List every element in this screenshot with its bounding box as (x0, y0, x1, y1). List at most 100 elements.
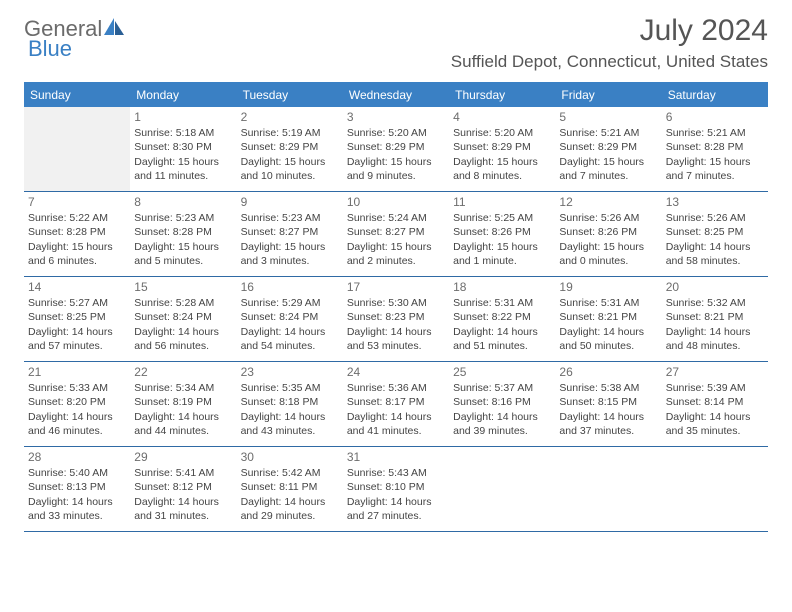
day-detail-line: Sunset: 8:26 PM (559, 225, 657, 239)
day-number: 16 (241, 279, 339, 295)
day-cell: 20Sunrise: 5:32 AMSunset: 8:21 PMDayligh… (662, 277, 768, 361)
day-detail-line: Daylight: 14 hours (559, 410, 657, 424)
day-cell: 6Sunrise: 5:21 AMSunset: 8:28 PMDaylight… (662, 107, 768, 191)
day-detail-line: Sunrise: 5:24 AM (347, 211, 445, 225)
day-number: 30 (241, 449, 339, 465)
day-detail-line: Daylight: 14 hours (347, 410, 445, 424)
day-detail-line: Sunset: 8:22 PM (453, 310, 551, 324)
day-detail-line: and 10 minutes. (241, 169, 339, 183)
day-detail-line: Sunrise: 5:30 AM (347, 296, 445, 310)
day-detail-line: Sunset: 8:24 PM (241, 310, 339, 324)
day-detail-line: Daylight: 14 hours (453, 325, 551, 339)
day-detail-line: Daylight: 14 hours (134, 325, 232, 339)
day-detail-line: and 29 minutes. (241, 509, 339, 523)
weekday-thursday: Thursday (449, 84, 555, 107)
day-detail-line: Sunset: 8:15 PM (559, 395, 657, 409)
day-number: 28 (28, 449, 126, 465)
day-detail-line: and 3 minutes. (241, 254, 339, 268)
day-cell: 2Sunrise: 5:19 AMSunset: 8:29 PMDaylight… (237, 107, 343, 191)
day-cell: 9Sunrise: 5:23 AMSunset: 8:27 PMDaylight… (237, 192, 343, 276)
day-detail-line: Sunrise: 5:36 AM (347, 381, 445, 395)
day-detail-line: Daylight: 14 hours (28, 495, 126, 509)
day-number: 8 (134, 194, 232, 210)
header: General July 2024 Suffield Depot, Connec… (24, 14, 768, 72)
day-detail-line: Daylight: 14 hours (666, 410, 764, 424)
day-detail-line: and 9 minutes. (347, 169, 445, 183)
day-cell: 30Sunrise: 5:42 AMSunset: 8:11 PMDayligh… (237, 447, 343, 531)
day-number: 25 (453, 364, 551, 380)
day-detail-line: Sunset: 8:20 PM (28, 395, 126, 409)
day-cell: 31Sunrise: 5:43 AMSunset: 8:10 PMDayligh… (343, 447, 449, 531)
empty-cell (24, 107, 130, 191)
day-cell: 15Sunrise: 5:28 AMSunset: 8:24 PMDayligh… (130, 277, 236, 361)
day-detail-line: Sunrise: 5:34 AM (134, 381, 232, 395)
day-detail-line: and 41 minutes. (347, 424, 445, 438)
day-number: 17 (347, 279, 445, 295)
day-number: 31 (347, 449, 445, 465)
day-detail-line: Daylight: 15 hours (241, 240, 339, 254)
brand-word2: Blue (28, 36, 72, 61)
day-cell: 5Sunrise: 5:21 AMSunset: 8:29 PMDaylight… (555, 107, 661, 191)
day-detail-line: and 48 minutes. (666, 339, 764, 353)
day-detail-line: Sunset: 8:25 PM (666, 225, 764, 239)
day-detail-line: Daylight: 14 hours (559, 325, 657, 339)
day-detail-line: Sunrise: 5:38 AM (559, 381, 657, 395)
day-detail-line: Sunset: 8:25 PM (28, 310, 126, 324)
day-cell: 17Sunrise: 5:30 AMSunset: 8:23 PMDayligh… (343, 277, 449, 361)
day-number: 29 (134, 449, 232, 465)
week-row: 14Sunrise: 5:27 AMSunset: 8:25 PMDayligh… (24, 277, 768, 362)
day-detail-line: Daylight: 15 hours (347, 155, 445, 169)
day-detail-line: Sunset: 8:18 PM (241, 395, 339, 409)
week-row: 21Sunrise: 5:33 AMSunset: 8:20 PMDayligh… (24, 362, 768, 447)
day-detail-line: Sunset: 8:29 PM (347, 140, 445, 154)
day-detail-line: Sunrise: 5:31 AM (559, 296, 657, 310)
empty-cell (662, 447, 768, 531)
day-detail-line: Sunrise: 5:23 AM (241, 211, 339, 225)
day-cell: 21Sunrise: 5:33 AMSunset: 8:20 PMDayligh… (24, 362, 130, 446)
day-detail-line: and 2 minutes. (347, 254, 445, 268)
day-number: 7 (28, 194, 126, 210)
day-detail-line: Sunrise: 5:35 AM (241, 381, 339, 395)
day-detail-line: Daylight: 15 hours (453, 240, 551, 254)
day-detail-line: Sunrise: 5:20 AM (347, 126, 445, 140)
day-detail-line: Daylight: 14 hours (347, 495, 445, 509)
day-detail-line: Daylight: 14 hours (134, 410, 232, 424)
day-detail-line: and 56 minutes. (134, 339, 232, 353)
day-cell: 29Sunrise: 5:41 AMSunset: 8:12 PMDayligh… (130, 447, 236, 531)
day-detail-line: Daylight: 15 hours (134, 155, 232, 169)
day-detail-line: Sunset: 8:16 PM (453, 395, 551, 409)
day-cell: 11Sunrise: 5:25 AMSunset: 8:26 PMDayligh… (449, 192, 555, 276)
week-row: 28Sunrise: 5:40 AMSunset: 8:13 PMDayligh… (24, 447, 768, 532)
day-detail-line: Daylight: 14 hours (666, 240, 764, 254)
weeks-container: 1Sunrise: 5:18 AMSunset: 8:30 PMDaylight… (24, 107, 768, 532)
calendar-grid: SundayMondayTuesdayWednesdayThursdayFrid… (24, 82, 768, 532)
week-row: 1Sunrise: 5:18 AMSunset: 8:30 PMDaylight… (24, 107, 768, 192)
day-detail-line: Sunset: 8:29 PM (241, 140, 339, 154)
day-number: 20 (666, 279, 764, 295)
day-detail-line: Sunrise: 5:31 AM (453, 296, 551, 310)
day-detail-line: Sunset: 8:27 PM (347, 225, 445, 239)
day-detail-line: Daylight: 14 hours (134, 495, 232, 509)
day-detail-line: Daylight: 15 hours (453, 155, 551, 169)
day-cell: 25Sunrise: 5:37 AMSunset: 8:16 PMDayligh… (449, 362, 555, 446)
day-detail-line: Sunset: 8:28 PM (134, 225, 232, 239)
day-detail-line: and 7 minutes. (559, 169, 657, 183)
day-detail-line: Daylight: 15 hours (666, 155, 764, 169)
day-cell: 4Sunrise: 5:20 AMSunset: 8:29 PMDaylight… (449, 107, 555, 191)
day-detail-line: and 43 minutes. (241, 424, 339, 438)
day-detail-line: and 57 minutes. (28, 339, 126, 353)
day-detail-line: Sunrise: 5:20 AM (453, 126, 551, 140)
day-detail-line: Sunrise: 5:29 AM (241, 296, 339, 310)
day-detail-line: Sunrise: 5:43 AM (347, 466, 445, 480)
day-number: 14 (28, 279, 126, 295)
day-detail-line: Sunset: 8:13 PM (28, 480, 126, 494)
weekday-monday: Monday (130, 84, 236, 107)
day-detail-line: Sunrise: 5:28 AM (134, 296, 232, 310)
day-number: 5 (559, 109, 657, 125)
day-detail-line: Daylight: 15 hours (28, 240, 126, 254)
day-detail-line: Sunset: 8:26 PM (453, 225, 551, 239)
day-detail-line: Sunset: 8:27 PM (241, 225, 339, 239)
day-detail-line: Sunrise: 5:26 AM (666, 211, 764, 225)
day-detail-line: Daylight: 14 hours (241, 495, 339, 509)
day-detail-line: and 31 minutes. (134, 509, 232, 523)
